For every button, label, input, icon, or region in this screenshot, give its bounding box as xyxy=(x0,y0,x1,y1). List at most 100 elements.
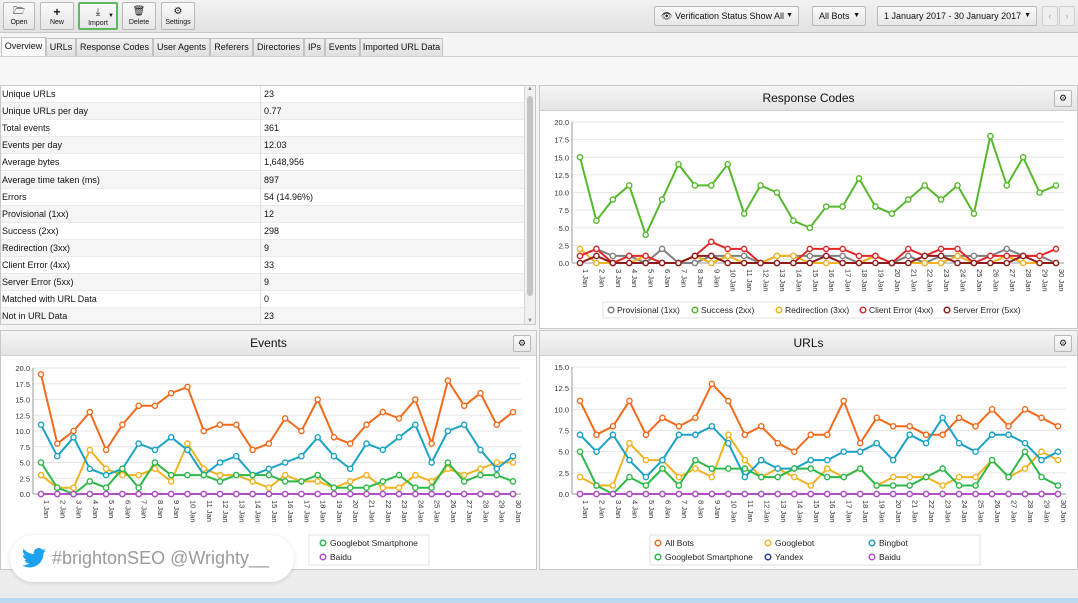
data-point[interactable] xyxy=(741,465,749,472)
data-point[interactable] xyxy=(873,439,880,447)
data-point[interactable] xyxy=(724,245,732,253)
table-row[interactable]: Average bytes 1,648,956 xyxy=(1,154,525,172)
tab-imported-url-data[interactable]: Imported URL Data xyxy=(360,38,443,56)
data-point[interactable] xyxy=(692,490,699,498)
data-point[interactable] xyxy=(1054,422,1062,430)
data-point[interactable] xyxy=(708,473,716,481)
data-point[interactable] xyxy=(86,465,94,473)
data-point[interactable] xyxy=(888,210,896,217)
data-point[interactable] xyxy=(691,182,699,189)
data-point[interactable] xyxy=(1005,431,1012,439)
data-point[interactable] xyxy=(642,259,649,267)
data-point[interactable] xyxy=(576,490,584,498)
data-point[interactable] xyxy=(200,471,208,479)
table-row[interactable]: Not in URL Data 23 xyxy=(1,308,525,324)
data-point[interactable] xyxy=(856,448,864,455)
tab-response-codes[interactable]: Response Codes xyxy=(76,38,153,56)
data-point[interactable] xyxy=(740,245,748,253)
data-point[interactable] xyxy=(281,459,289,466)
data-point[interactable] xyxy=(593,431,600,439)
data-point[interactable] xyxy=(1054,490,1062,498)
data-point[interactable] xyxy=(593,448,600,455)
data-point[interactable] xyxy=(200,427,208,435)
data-point[interactable] xyxy=(200,465,208,473)
data-point[interactable] xyxy=(937,245,945,253)
data-point[interactable] xyxy=(840,490,848,498)
data-point[interactable] xyxy=(840,473,848,481)
data-point[interactable] xyxy=(53,484,61,491)
data-point[interactable] xyxy=(939,490,946,498)
data-point[interactable] xyxy=(460,421,468,428)
data-point[interactable] xyxy=(477,471,484,479)
data-point[interactable] xyxy=(856,439,864,447)
data-point[interactable] xyxy=(86,478,94,485)
data-point[interactable] xyxy=(135,490,142,498)
data-point[interactable] xyxy=(233,452,240,460)
data-point[interactable] xyxy=(167,490,175,498)
data-point[interactable] xyxy=(642,456,650,464)
data-point[interactable] xyxy=(233,421,240,428)
data-point[interactable] xyxy=(346,478,354,485)
data-point[interactable] xyxy=(856,465,864,472)
data-point[interactable] xyxy=(626,490,633,498)
data-point[interactable] xyxy=(658,196,666,203)
data-point[interactable] xyxy=(53,452,61,460)
data-point[interactable] xyxy=(363,484,370,491)
data-point[interactable] xyxy=(724,259,732,267)
data-point[interactable] xyxy=(167,389,175,397)
data-point[interactable] xyxy=(955,482,963,489)
legend-item[interactable]: Bingbot xyxy=(879,538,908,548)
data-point[interactable] xyxy=(428,440,435,447)
data-point[interactable] xyxy=(904,196,912,203)
data-point[interactable] xyxy=(576,448,584,455)
data-point[interactable] xyxy=(922,431,930,439)
data-point[interactable] xyxy=(216,490,224,498)
data-point[interactable] xyxy=(790,465,798,472)
tab-overview[interactable]: Overview xyxy=(1,37,46,57)
data-point[interactable] xyxy=(477,490,484,498)
data-point[interactable] xyxy=(395,471,403,479)
data-point[interactable] xyxy=(725,490,732,498)
data-point[interactable] xyxy=(53,440,61,447)
data-point[interactable] xyxy=(576,473,584,481)
data-point[interactable] xyxy=(281,490,289,498)
data-point[interactable] xyxy=(249,471,256,479)
delete-button[interactable]: 🗑 Delete xyxy=(122,2,156,30)
data-point[interactable] xyxy=(708,490,716,498)
data-point[interactable] xyxy=(1019,153,1027,161)
data-point[interactable] xyxy=(889,422,897,430)
scroll-down-icon[interactable]: ▼ xyxy=(527,318,533,324)
data-point[interactable] xyxy=(576,153,584,161)
tab-ips[interactable]: IPs xyxy=(304,38,325,56)
table-row[interactable]: Matched with URL Data 0 xyxy=(1,291,525,309)
data-point[interactable] xyxy=(609,482,617,489)
data-point[interactable] xyxy=(460,478,468,485)
data-point[interactable] xyxy=(757,182,764,189)
data-point[interactable] xyxy=(330,434,338,441)
data-point[interactable] xyxy=(725,465,732,472)
data-point[interactable] xyxy=(460,471,468,479)
data-point[interactable] xyxy=(807,456,815,464)
data-point[interactable] xyxy=(135,402,142,410)
data-point[interactable] xyxy=(102,484,110,491)
data-point[interactable] xyxy=(184,440,191,447)
data-point[interactable] xyxy=(265,440,273,447)
legend-item[interactable]: All Bots xyxy=(665,538,694,548)
table-row[interactable]: Unique URLs 23 xyxy=(1,86,525,103)
data-point[interactable] xyxy=(86,446,94,454)
data-point[interactable] xyxy=(428,459,435,466)
data-point[interactable] xyxy=(839,203,846,210)
data-point[interactable] xyxy=(937,252,945,260)
data-point[interactable] xyxy=(921,252,928,260)
data-point[interactable] xyxy=(741,431,749,439)
data-point[interactable] xyxy=(921,182,928,189)
data-point[interactable] xyxy=(363,490,370,498)
data-point[interactable] xyxy=(823,490,831,498)
data-point[interactable] xyxy=(692,431,699,439)
data-point[interactable] xyxy=(444,377,452,384)
data-point[interactable] xyxy=(675,431,683,439)
data-point[interactable] xyxy=(265,471,273,479)
data-point[interactable] xyxy=(675,161,682,168)
data-point[interactable] xyxy=(773,252,781,260)
data-point[interactable] xyxy=(840,397,848,405)
